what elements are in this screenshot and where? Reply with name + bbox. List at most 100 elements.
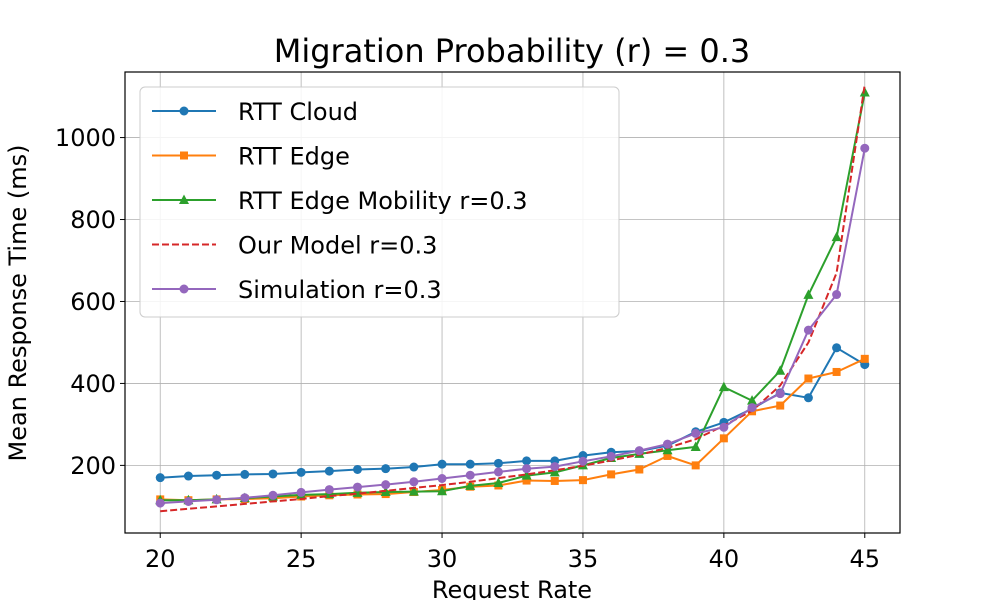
data-point: [493, 477, 504, 488]
x-tick-label: 35: [568, 545, 599, 573]
data-point: [860, 354, 869, 363]
y-tick-label: 200: [70, 452, 116, 480]
legend-box: [139, 86, 620, 318]
series-simulation-r-0-3: [155, 143, 870, 508]
data-point: [212, 470, 222, 480]
data-point: [578, 456, 588, 466]
data-point: [634, 446, 644, 456]
data-point: [437, 459, 447, 469]
series-group: [155, 84, 870, 513]
data-point: [832, 290, 842, 300]
data-point: [663, 451, 672, 460]
data-point: [718, 381, 729, 392]
data-point: [747, 403, 757, 413]
data-point: [155, 498, 165, 508]
data-point: [550, 462, 560, 472]
data-point: [296, 487, 306, 497]
data-point: [803, 393, 813, 403]
data-point: [662, 444, 673, 455]
data-point: [859, 86, 870, 97]
data-point: [719, 422, 729, 432]
data-point: [832, 343, 842, 353]
data-point: [860, 143, 870, 153]
series-line: [160, 357, 866, 502]
legend-label: Our Model r=0.3: [238, 232, 437, 260]
data-point: [183, 496, 193, 506]
series-our-model-r-0-3: [160, 84, 866, 513]
data-point: [550, 476, 559, 485]
data-point: [268, 469, 278, 479]
legend-label: RTT Cloud: [238, 98, 358, 126]
data-point: [268, 490, 278, 500]
data-point: [493, 458, 503, 468]
x-tick-label: 20: [145, 545, 176, 573]
data-point: [747, 395, 758, 405]
x-tick-label: 45: [849, 545, 880, 573]
legend: RTT Cloud RTT Edge RTT Edge Mobility r=0.3…: [139, 86, 620, 318]
data-point: [663, 439, 672, 449]
data-point: [635, 465, 644, 474]
data-point: [408, 486, 419, 496]
data-point: [155, 473, 165, 483]
data-point: [493, 467, 503, 477]
data-point: [212, 495, 222, 505]
x-tick-label: 40: [709, 545, 740, 573]
legend-label: Simulation r=0.3: [238, 276, 442, 304]
data-point: [804, 374, 813, 383]
legend-label: RTT Edge Mobility r=0.3: [238, 187, 528, 215]
chart-title: Migration Probability (r) = 0.3: [274, 32, 751, 70]
data-point: [409, 462, 419, 472]
legend-label: RTT Edge: [238, 143, 350, 171]
data-point: [690, 441, 701, 451]
data-point: [521, 470, 532, 480]
data-point: [437, 485, 448, 496]
y-tick-label: 400: [70, 370, 116, 398]
y-axis-title: Mean Response Time (ms): [4, 145, 32, 462]
data-point: [324, 485, 334, 495]
x-tick-label: 25: [286, 545, 317, 573]
data-point: [607, 470, 616, 479]
data-point: [719, 434, 728, 443]
data-point: [549, 466, 560, 477]
series-line: [160, 84, 866, 513]
series-line: [160, 148, 866, 505]
data-point: [776, 401, 785, 410]
data-point: [296, 467, 306, 477]
data-point: [803, 289, 814, 299]
data-point: [775, 389, 785, 399]
y-tick-label: 600: [70, 288, 116, 316]
legend-marker: [179, 194, 189, 204]
data-point: [240, 493, 250, 503]
data-point: [831, 231, 842, 242]
data-point: [381, 480, 391, 490]
data-point: [465, 459, 475, 469]
data-point: [522, 464, 532, 474]
data-point: [803, 325, 813, 335]
data-point: [353, 482, 362, 492]
data-point: [324, 466, 334, 476]
data-point: [578, 476, 587, 485]
data-point: [240, 469, 250, 479]
data-point: [381, 464, 391, 474]
data-point: [775, 365, 786, 375]
data-point: [606, 451, 616, 461]
data-point: [832, 367, 841, 376]
x-tick-label: 30: [427, 545, 458, 573]
y-tick-label: 800: [70, 206, 116, 234]
data-point: [691, 461, 700, 470]
legend-marker: [180, 151, 188, 160]
legend-marker: [179, 106, 189, 116]
y-tick-label: 1000: [55, 124, 116, 152]
x-axis-title: Request Rate: [432, 576, 592, 600]
data-point: [522, 456, 532, 466]
legend-marker: [179, 284, 189, 294]
data-point: [183, 471, 193, 481]
data-point: [522, 476, 531, 485]
data-point: [409, 477, 419, 487]
data-point: [353, 464, 362, 474]
plot-frame: [124, 71, 901, 534]
data-point: [691, 428, 701, 438]
series-line: [160, 92, 866, 502]
x-axis-ticks: 20 25 30 35 40 45: [145, 533, 880, 573]
